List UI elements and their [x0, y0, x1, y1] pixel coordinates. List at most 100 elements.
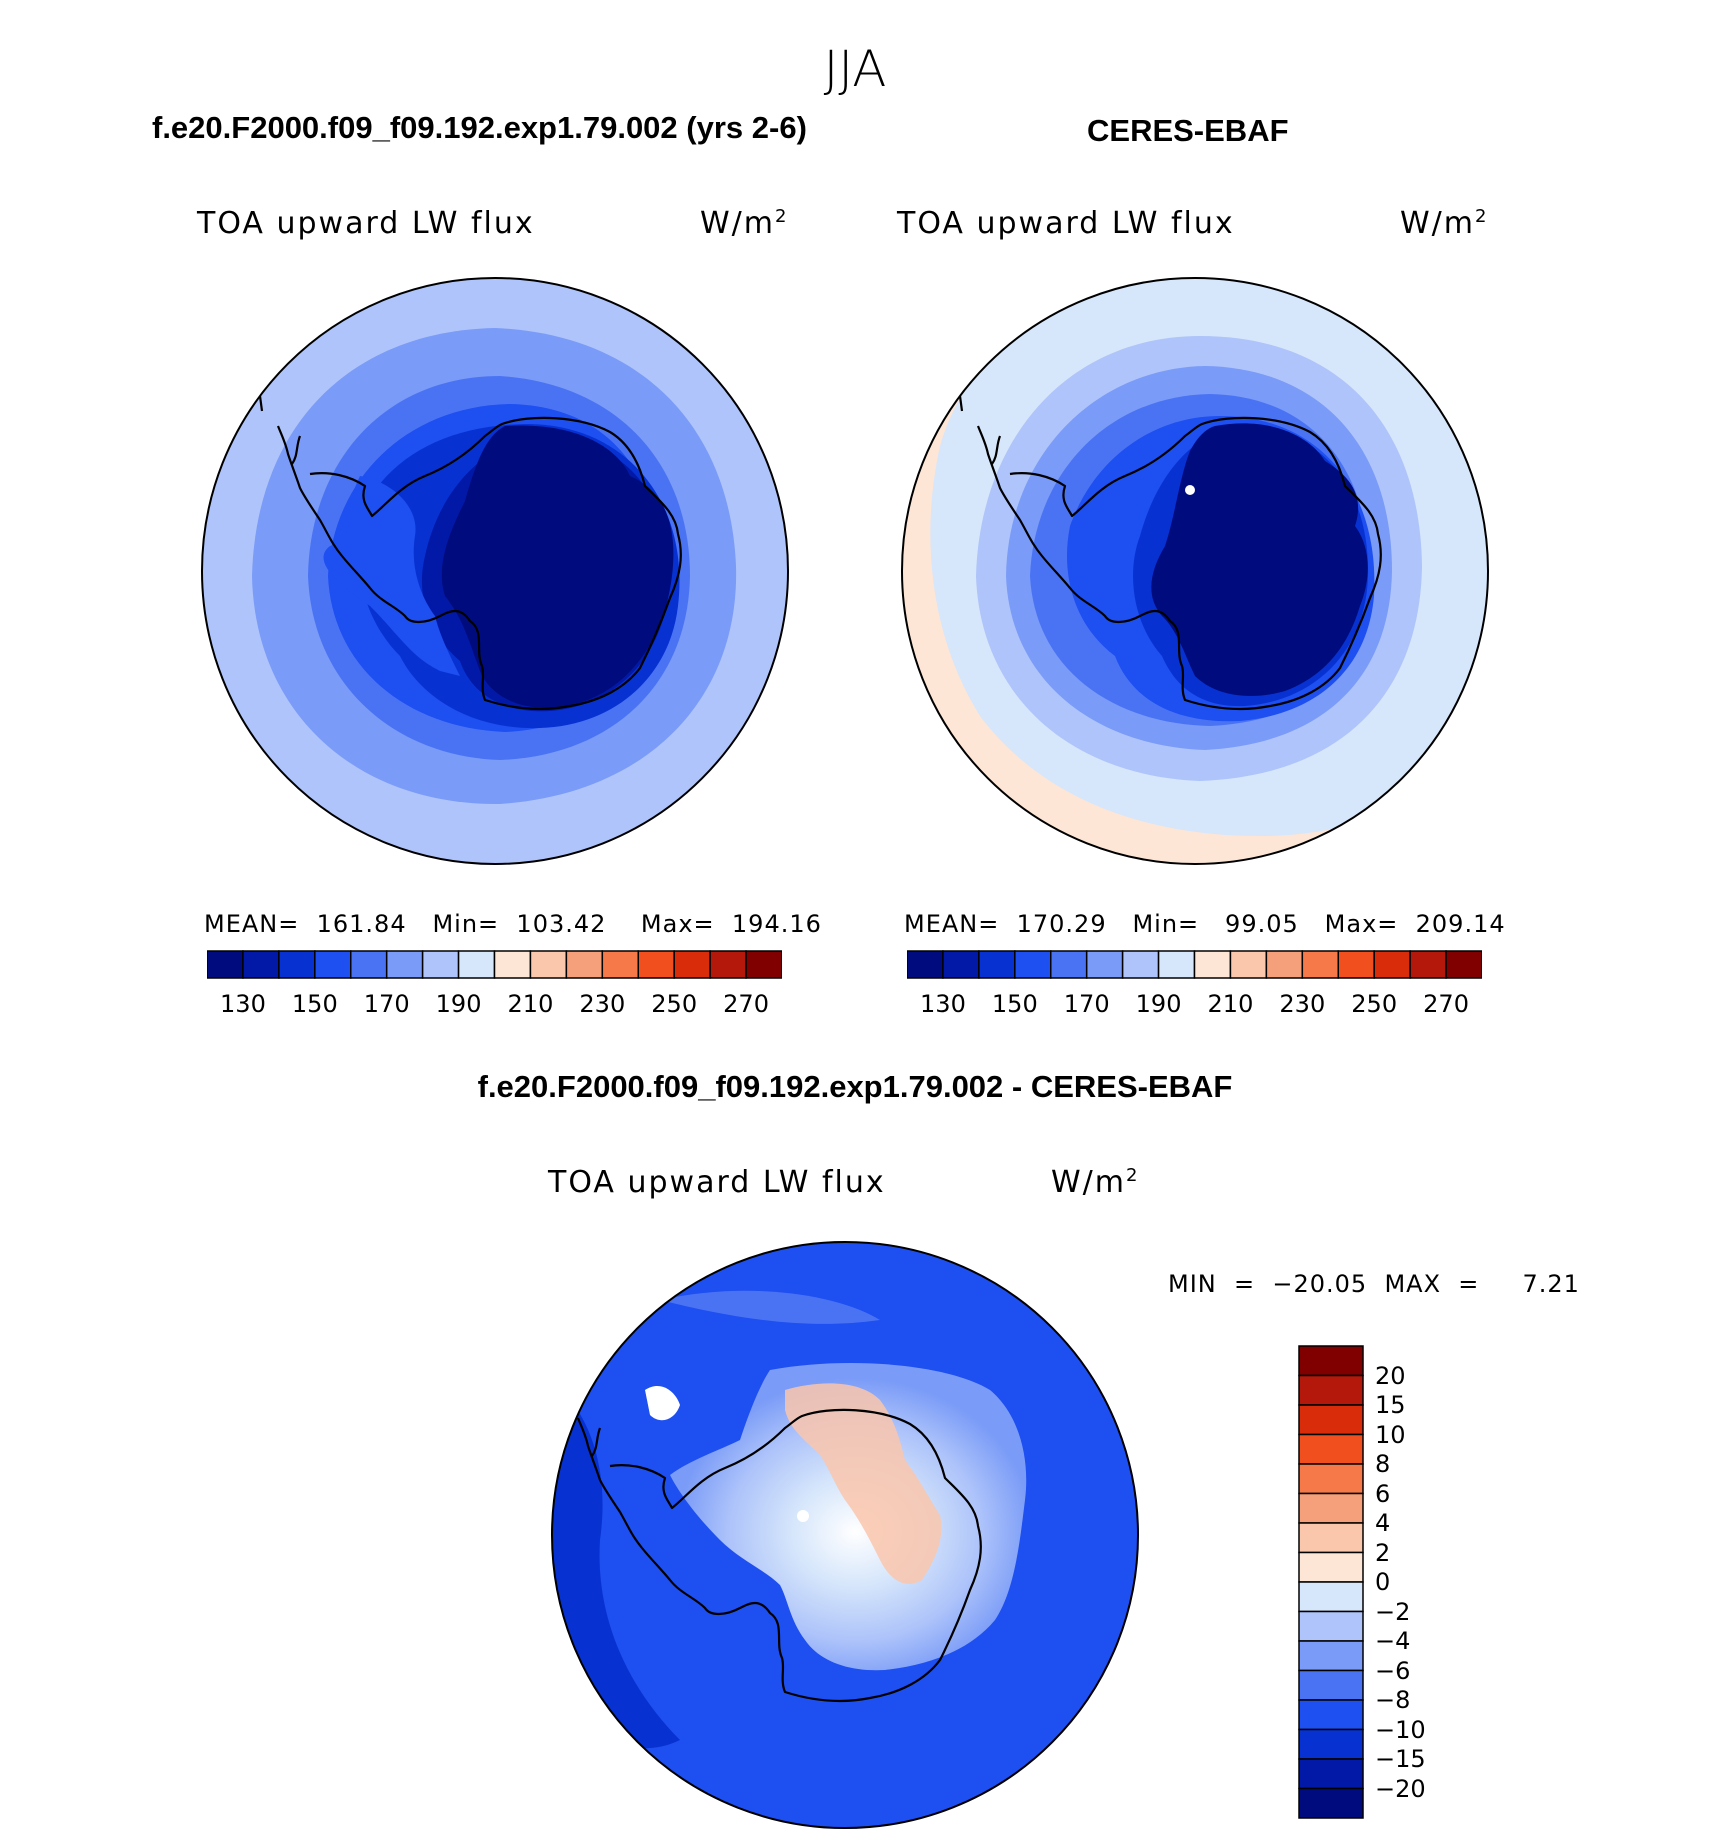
diff-map	[551, 1241, 1139, 1829]
obs-colorbar-tick-label: 250	[1351, 990, 1398, 1018]
obs-colorbar-swatch	[942, 950, 980, 979]
model-colorbar-swatch	[709, 950, 747, 979]
model-colorbar-swatch	[421, 950, 460, 979]
diff-colorbar-swatch	[1298, 1640, 1364, 1672]
model-colorbar-swatch	[350, 950, 388, 979]
model-colorbar-swatch	[242, 950, 280, 979]
model-colorbar-swatch	[565, 950, 604, 979]
model-colorbar-swatch	[673, 950, 711, 979]
obs-colorbar-swatch	[978, 950, 1016, 979]
model-map	[201, 277, 789, 865]
model-core-130	[441, 425, 674, 708]
obs-colorbar-tick-label: 130	[920, 990, 966, 1018]
diff-colorbar-tick-label: −4	[1375, 1627, 1411, 1655]
diff-colorbar-swatch	[1298, 1758, 1364, 1790]
diff-peninsula-positive	[645, 1385, 680, 1421]
diff-colorbar-swatch	[1298, 1669, 1364, 1701]
diff-stats: MIN = −20.05 MAX = 7.21	[1168, 1270, 1580, 1298]
obs-colorbar	[907, 950, 1482, 979]
diff-colorbar-tick-label: −10	[1375, 1715, 1426, 1744]
model-colorbar-tick-label: 150	[291, 990, 338, 1018]
obs-map	[901, 277, 1489, 865]
model-colorbar-swatch	[278, 950, 316, 979]
diff-panel-title: f.e20.F2000.f09_f09.192.exp1.79.002 - CE…	[477, 1069, 1233, 1104]
model-colorbar	[207, 950, 782, 979]
model-panel-title: f.e20.F2000.f09_f09.192.exp1.79.002 (yrs…	[152, 110, 807, 145]
obs-core-130	[1151, 423, 1368, 696]
model-colorbar-tick-label: 230	[579, 990, 626, 1018]
obs-colorbar-swatch	[1445, 950, 1482, 979]
diff-colorbar-ticks: 20 15 10 8 6 4 2 0 −2 −4 −6 −8 −10 −15 −20	[1375, 1345, 1525, 1820]
obs-colorbar-tick-label: 150	[991, 990, 1038, 1018]
model-colorbar-tick-label: 210	[507, 990, 554, 1018]
diff-colorbar	[1298, 1345, 1364, 1819]
diff-colorbar-swatch	[1298, 1374, 1364, 1406]
obs-colorbar-swatch	[1229, 950, 1268, 979]
obs-colorbar-swatch	[1301, 950, 1339, 979]
obs-colorbar-tick-label: 190	[1135, 990, 1182, 1018]
obs-colorbar-swatch	[1193, 950, 1232, 979]
model-colorbar-swatch	[385, 950, 424, 979]
obs-colorbar-swatch	[907, 950, 944, 979]
diff-colorbar-tick-label: 20	[1375, 1361, 1406, 1390]
season-title: JJA	[823, 40, 887, 98]
diff-colorbar-tick-label: 8	[1375, 1450, 1391, 1478]
diff-colorbar-tick-label: 15	[1375, 1391, 1406, 1419]
model-colorbar-tick-label: 130	[220, 990, 266, 1018]
obs-units-label: W/m2	[1400, 206, 1489, 241]
diff-continent-field	[670, 1362, 1027, 1671]
model-map-border	[201, 277, 789, 865]
diff-coastline	[576, 1408, 982, 1702]
diff-colorbar-swatch	[1298, 1463, 1364, 1495]
diff-colorbar-swatch	[1298, 1433, 1364, 1465]
diff-colorbar-tick-label: −8	[1375, 1686, 1411, 1714]
model-colorbar-swatch	[207, 950, 244, 979]
model-colorbar-swatch	[637, 950, 675, 979]
obs-colorbar-swatch	[1337, 950, 1375, 979]
diff-colorbar-swatch	[1298, 1404, 1364, 1436]
model-colorbar-tick-label: 270	[723, 990, 769, 1018]
obs-coastline	[976, 416, 1382, 710]
obs-colorbar-tick-label: 170	[1063, 990, 1110, 1018]
diff-colorbar-tick-label: −2	[1375, 1597, 1411, 1626]
obs-map-border	[901, 277, 1489, 865]
diff-colorbar-tick-label: −20	[1375, 1774, 1426, 1803]
model-colorbar-tick-label: 170	[363, 990, 410, 1018]
diff-colorbar-tick-label: −6	[1375, 1656, 1411, 1685]
diff-units-label: W/m2	[1051, 1165, 1140, 1200]
model-colorbar-swatch	[745, 950, 782, 979]
diff-band-neg15-west	[552, 1380, 680, 1749]
diff-colorbar-tick-label: 10	[1375, 1420, 1406, 1449]
diff-colorbar-swatch	[1298, 1610, 1364, 1642]
model-colorbar-swatch	[314, 950, 352, 979]
diff-map-border	[551, 1241, 1139, 1829]
diff-colorbar-swatch	[1298, 1345, 1364, 1377]
diff-band-neg8-north	[660, 1290, 880, 1324]
obs-colorbar-swatch	[1121, 950, 1160, 979]
obs-colorbar-swatch	[1265, 950, 1304, 979]
diff-colorbar-swatch	[1298, 1492, 1364, 1524]
model-colorbar-swatch	[529, 950, 568, 979]
diff-colorbar-tick-label: 4	[1375, 1509, 1391, 1537]
diff-colorbar-tick-label: −15	[1375, 1745, 1426, 1773]
model-stats: MEAN= 161.84 Min= 103.42 Max= 194.16	[204, 910, 822, 938]
obs-colorbar-tick-label: 270	[1423, 990, 1469, 1018]
diff-pole-marker	[797, 1510, 809, 1522]
model-coastline	[276, 416, 682, 710]
diff-colorbar-tick-label: 6	[1375, 1479, 1391, 1508]
diff-variable-label: TOA upward LW flux	[548, 1165, 886, 1200]
model-units-label: W/m2	[700, 206, 789, 241]
obs-stats: MEAN= 170.29 Min= 99.05 Max= 209.14	[904, 910, 1506, 938]
diff-colorbar-tick-label: 0	[1375, 1568, 1391, 1596]
obs-colorbar-swatch	[1014, 950, 1052, 979]
obs-panel-title: CERES-EBAF	[1087, 113, 1289, 148]
model-colorbar-tick-label: 250	[651, 990, 698, 1018]
obs-pole-marker	[1185, 485, 1195, 495]
obs-variable-label: TOA upward LW flux	[897, 206, 1235, 241]
model-colorbar-swatch	[493, 950, 532, 979]
diff-positive-plateau	[785, 1383, 942, 1584]
obs-colorbar-ticks: 130 150 170 190 210 230 250 270	[907, 990, 1482, 1020]
obs-colorbar-tick-label: 210	[1207, 990, 1254, 1018]
model-peninsula-shading	[323, 476, 460, 676]
diff-colorbar-swatch	[1298, 1551, 1364, 1583]
